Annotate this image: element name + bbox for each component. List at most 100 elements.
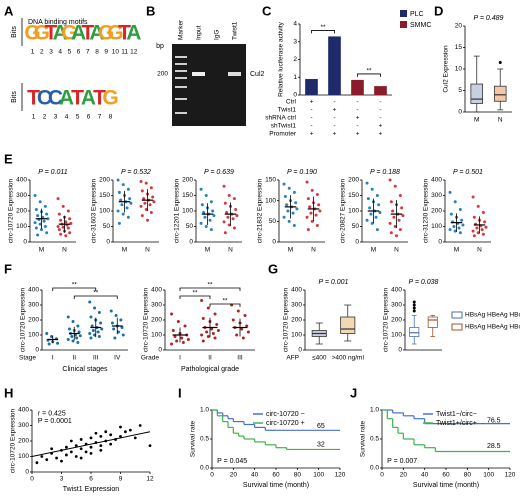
y-tick-label: 200 [18, 438, 29, 445]
logo-letter: C [48, 87, 63, 110]
annotation: 32 [317, 442, 325, 449]
dot [209, 200, 213, 204]
x-axis-label: Survival time (month) [243, 482, 309, 489]
dot [232, 197, 236, 201]
point [99, 444, 103, 448]
outlier [412, 303, 416, 307]
dot [457, 226, 461, 230]
dot [388, 221, 392, 225]
annotation: 28.5 [487, 443, 501, 450]
dot [223, 231, 227, 235]
x-tick-label: 12 [146, 476, 154, 483]
dot [283, 195, 287, 199]
x-tick-label: 100 [483, 472, 494, 479]
condition-mark: - [310, 107, 312, 114]
chart-title: P = 0.532 [121, 169, 151, 176]
panel-label: E [4, 151, 13, 166]
dot [175, 339, 179, 343]
dot [146, 218, 149, 222]
y-tick-label: 100 [348, 208, 359, 215]
condition-mark: - [333, 115, 335, 122]
logo-position: 11 [121, 49, 128, 56]
legend-label: HBsAg HBeAg HBcAb [465, 324, 520, 331]
dot [225, 211, 229, 215]
point [109, 433, 113, 437]
dot [246, 330, 250, 334]
dot [45, 231, 49, 235]
y-tick-label: 0.5 [370, 436, 379, 443]
ladder-band [175, 56, 187, 58]
dot [200, 203, 204, 207]
logo-position: 4 [65, 114, 69, 121]
dot [202, 211, 206, 215]
dot [152, 200, 156, 204]
y-tick-label: 400 [28, 287, 39, 294]
point [133, 436, 137, 440]
condition-mark: + [379, 131, 383, 138]
significance-label: ** [72, 282, 78, 289]
dot [97, 311, 101, 314]
x-tick-label: III [237, 355, 243, 362]
dot [200, 299, 204, 302]
dot [76, 341, 80, 344]
annotation: 65 [317, 423, 325, 430]
x-tick-label: 9 [119, 476, 123, 483]
point [74, 455, 78, 458]
y-tick-label: 1 [293, 74, 297, 81]
dot [392, 215, 396, 219]
point [138, 424, 142, 427]
point [65, 453, 68, 457]
ladder-band [175, 77, 187, 79]
dot [378, 211, 382, 215]
y-tick-label: 300 [16, 192, 27, 199]
condition-mark: - [333, 99, 335, 106]
y-tick-label: 0 [272, 239, 276, 246]
dot [471, 229, 475, 233]
y-tick-label: 200 [99, 177, 110, 184]
point [128, 428, 132, 432]
y-tick-label: 4 [293, 21, 297, 28]
point [35, 461, 39, 465]
x-axis-label: Twist1 Expression [63, 486, 120, 493]
outlier [412, 300, 416, 304]
dot [116, 330, 120, 334]
logo-letter: G [102, 87, 118, 110]
dot [204, 194, 208, 197]
y-tick-label: 0 [398, 347, 402, 354]
logo-letter: A [71, 22, 86, 45]
dot [66, 209, 70, 213]
fit-line [31, 431, 151, 457]
point [94, 431, 98, 435]
dot [88, 300, 92, 304]
logo-letter: G [24, 22, 40, 45]
lane-label: Input [196, 25, 203, 40]
dot [88, 332, 92, 335]
box [409, 327, 420, 337]
dot [317, 203, 321, 207]
condition-mark: + [333, 107, 337, 114]
logo-letter: A [53, 22, 68, 45]
motif-title: DNA binding motifs [28, 19, 88, 26]
dot [365, 181, 369, 185]
logo-position: 8 [109, 114, 113, 121]
condition-mark: - [356, 99, 358, 106]
y-tick-label: 15 [455, 44, 463, 51]
y-tick-label: 0 [189, 239, 193, 246]
y-axis-label: circ-31603 Expression [91, 178, 98, 243]
x-tick-label: N [311, 247, 316, 254]
legend-label: HBsAg HBeAg HBcAb [465, 312, 520, 319]
dot [42, 219, 46, 223]
dot [206, 335, 210, 338]
dot [77, 330, 81, 334]
dot [140, 214, 144, 218]
dot [117, 190, 121, 194]
dot [213, 336, 217, 340]
dot [46, 217, 50, 221]
dot [43, 225, 47, 228]
condition-mark: - [333, 123, 335, 130]
chart-title: P = 0.190 [287, 169, 317, 176]
y-tick-label: 150 [265, 177, 276, 184]
y-axis-label: Relative luciferase activity [278, 21, 285, 97]
size-marker: 200 [157, 71, 168, 78]
